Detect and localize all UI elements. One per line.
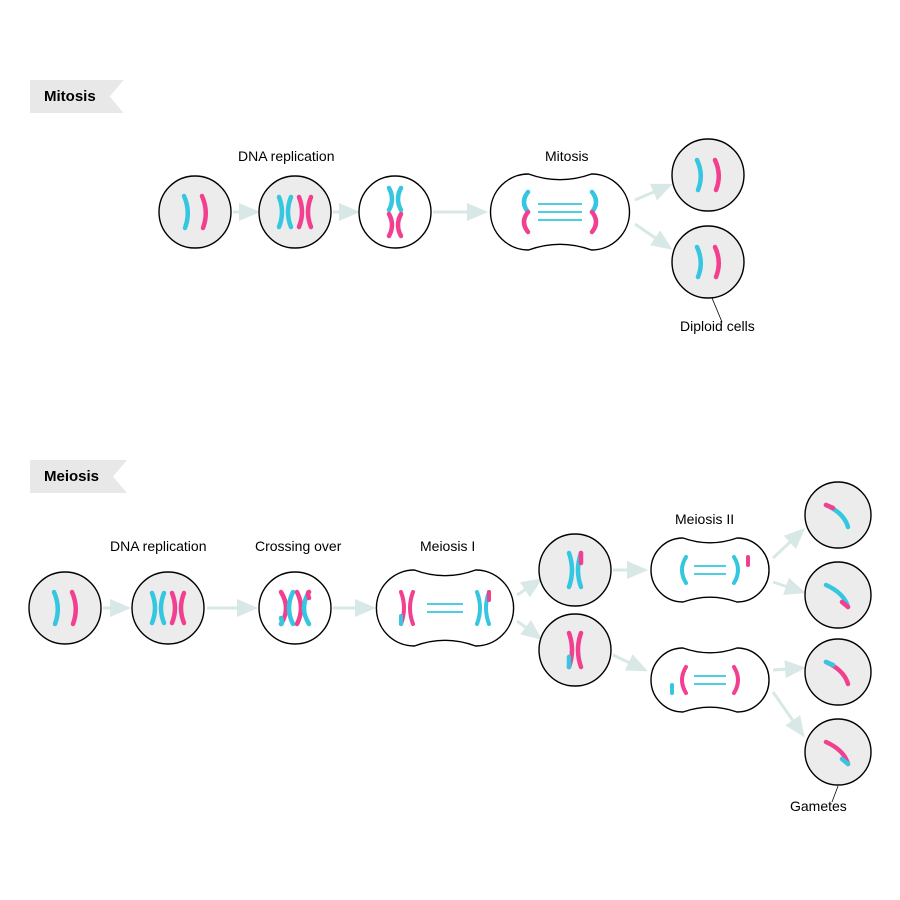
diagram-svg <box>0 0 900 900</box>
